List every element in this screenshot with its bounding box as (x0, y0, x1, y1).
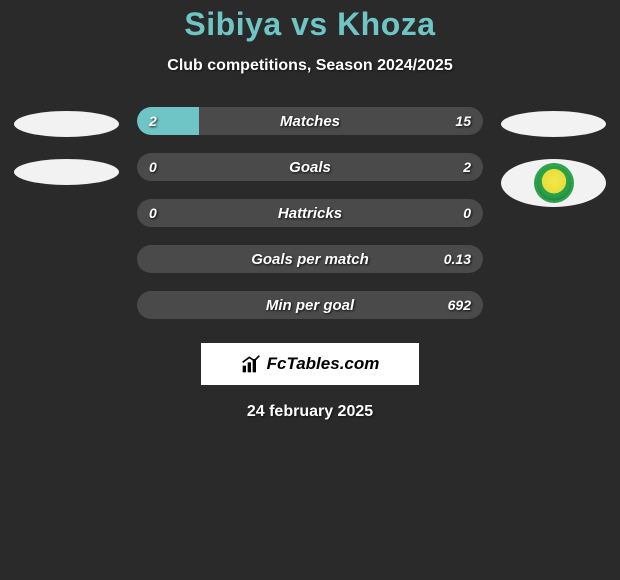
date-text: 24 february 2025 (0, 403, 620, 421)
club-crest-icon (536, 165, 572, 201)
stat-label: Hattricks (137, 199, 483, 227)
right-club-badge (501, 159, 606, 207)
left-player-badge-1 (14, 111, 119, 137)
stat-bar: 0Hattricks0 (137, 199, 483, 227)
comparison-grid: 2Matches150Goals20Hattricks0Goals per ma… (0, 107, 620, 319)
stat-label: Min per goal (137, 291, 483, 319)
bar-chart-icon (241, 354, 261, 374)
stat-bar: 0Goals2 (137, 153, 483, 181)
subtitle: Club competitions, Season 2024/2025 (0, 57, 620, 75)
stat-label: Matches (137, 107, 483, 135)
left-player-badge-2 (14, 159, 119, 185)
stat-value-right: 2 (463, 153, 471, 181)
stat-value-right: 15 (455, 107, 471, 135)
stat-bar: Min per goal692 (137, 291, 483, 319)
stat-bar: 2Matches15 (137, 107, 483, 135)
stat-value-right: 0 (463, 199, 471, 227)
stat-label: Goals (137, 153, 483, 181)
stat-bars-column: 2Matches150Goals20Hattricks0Goals per ma… (137, 107, 483, 319)
left-badges-column (14, 107, 119, 319)
page-title: Sibiya vs Khoza (0, 6, 620, 43)
stat-bar: Goals per match0.13 (137, 245, 483, 273)
branding-banner[interactable]: FcTables.com (201, 343, 419, 385)
comparison-infographic: Sibiya vs Khoza Club competitions, Seaso… (0, 0, 620, 421)
right-badges-column (501, 107, 606, 319)
right-player-badge-1 (501, 111, 606, 137)
stat-label: Goals per match (137, 245, 483, 273)
stat-value-right: 0.13 (444, 245, 471, 273)
stat-value-right: 692 (448, 291, 471, 319)
brand-text: FcTables.com (267, 354, 380, 374)
